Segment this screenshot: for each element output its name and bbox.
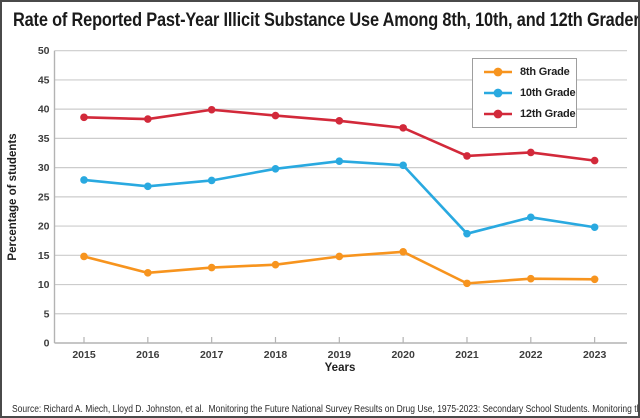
data-point-8th-grade-2020 xyxy=(399,248,407,256)
legend: 8th Grade 10th Grade 12th Grade xyxy=(472,58,577,128)
y-tick-label: 10 xyxy=(38,279,50,291)
data-point-10th-grade-2020 xyxy=(399,161,407,170)
data-point-8th-grade-2018 xyxy=(271,260,280,269)
data-point-12th-grade-2016 xyxy=(144,115,152,123)
y-axis-title: Percentage of students xyxy=(7,133,19,260)
y-tick-label: 5 xyxy=(44,308,50,320)
series-layer xyxy=(80,105,599,288)
data-point-8th-grade-2015 xyxy=(80,252,88,261)
x-tick-label: 2019 xyxy=(328,349,352,361)
legend-item-8th-grade: 8th Grade xyxy=(483,62,576,83)
data-point-8th-grade-2021 xyxy=(463,279,471,288)
x-tick-label: 2018 xyxy=(264,349,288,361)
y-tick-label: 25 xyxy=(38,191,50,203)
legend-line-marker-icon xyxy=(484,67,512,77)
y-tick-label: 45 xyxy=(38,74,50,86)
data-point-8th-grade-2016 xyxy=(144,269,152,277)
legend-line-marker-icon xyxy=(484,109,512,119)
data-point-10th-grade-2017 xyxy=(207,176,216,185)
data-point-12th-grade-2021 xyxy=(463,152,471,160)
data-point-12th-grade-2020 xyxy=(399,124,407,132)
x-tick-label: 2023 xyxy=(583,349,607,361)
y-tick-label: 35 xyxy=(38,133,50,145)
data-point-8th-grade-2022 xyxy=(527,274,535,283)
data-point-8th-grade-2017 xyxy=(207,263,216,272)
data-point-10th-grade-2018 xyxy=(271,164,280,173)
y-tick-label: 15 xyxy=(38,250,50,262)
data-point-12th-grade-2023 xyxy=(590,156,599,165)
y-tick-label: 20 xyxy=(38,221,50,233)
legend-item-12th-grade: 12th Grade xyxy=(483,104,576,125)
y-tick-label: 50 xyxy=(38,45,50,57)
data-point-12th-grade-2019 xyxy=(335,117,344,125)
data-point-10th-grade-2015 xyxy=(80,176,88,184)
x-tick-label: 2022 xyxy=(519,349,543,361)
data-point-12th-grade-2022 xyxy=(527,148,535,157)
grid-layer xyxy=(54,50,627,315)
y-tick-label: 30 xyxy=(38,162,50,174)
data-point-10th-grade-2021 xyxy=(463,229,471,238)
data-point-10th-grade-2022 xyxy=(527,213,535,222)
legend-label: 12th Grade xyxy=(520,108,576,120)
x-tick-label: 2020 xyxy=(391,349,415,361)
chart-title: Rate of Reported Past-Year Illicit Subst… xyxy=(13,10,640,31)
data-point-12th-grade-2017 xyxy=(207,105,216,114)
legend-item-10th-grade: 10th Grade xyxy=(483,83,576,104)
source-citation: Source: Richard A. Miech, Lloyd D. Johns… xyxy=(12,382,640,416)
legend-label: 8th Grade xyxy=(520,66,570,78)
x-tick-label: 2015 xyxy=(72,349,96,361)
x-tick-label: 2017 xyxy=(200,349,224,361)
legend-label: 10th Grade xyxy=(520,87,576,99)
data-point-10th-grade-2019 xyxy=(335,157,344,165)
x-tick-label: 2021 xyxy=(455,349,479,361)
x-axis-title: Years xyxy=(325,362,356,374)
data-point-12th-grade-2018 xyxy=(271,111,280,120)
tick-label-layer: 0 5 10 15 20 25 30 35 40 45 50 2015 2016 2017 2018 2019… xyxy=(38,45,607,361)
data-point-10th-grade-2016 xyxy=(144,182,152,191)
source-citation-line1: Source: Richard A. Miech, Lloyd D. Johns… xyxy=(12,404,640,415)
x-tick-label: 2016 xyxy=(136,349,160,361)
axis-layer xyxy=(53,50,627,344)
y-tick-label: 0 xyxy=(44,338,50,350)
data-point-10th-grade-2023 xyxy=(590,223,599,232)
data-point-12th-grade-2015 xyxy=(80,113,88,122)
data-point-8th-grade-2023 xyxy=(590,275,599,284)
data-point-8th-grade-2019 xyxy=(335,252,344,261)
y-tick-label: 40 xyxy=(38,104,50,116)
legend-line-marker-icon xyxy=(484,88,512,98)
